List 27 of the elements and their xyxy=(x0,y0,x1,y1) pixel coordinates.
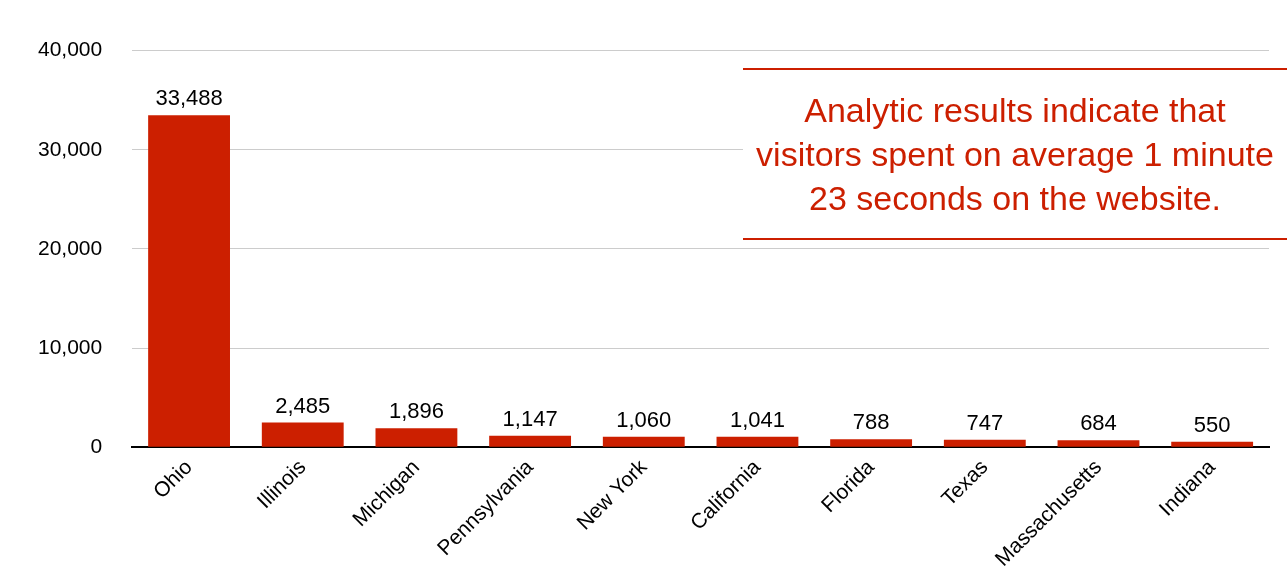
bar xyxy=(1057,440,1140,447)
bar xyxy=(602,436,685,447)
bar xyxy=(830,439,913,447)
data-label: 1,041 xyxy=(729,406,785,432)
data-label: 2,485 xyxy=(275,392,331,418)
y-tick-label: 30,000 xyxy=(38,136,103,160)
data-label: 550 xyxy=(1193,411,1231,437)
data-label: 747 xyxy=(966,409,1004,435)
y-tick-label: 20,000 xyxy=(38,235,103,259)
data-label: 1,060 xyxy=(616,406,672,432)
bar xyxy=(375,428,458,447)
bar xyxy=(261,422,344,447)
y-tick-label: 40,000 xyxy=(38,37,103,61)
bar xyxy=(489,435,572,447)
data-label: 684 xyxy=(1080,410,1117,436)
y-tick-label: 10,000 xyxy=(38,334,103,358)
bar xyxy=(943,439,1026,447)
data-label: 788 xyxy=(852,409,890,435)
data-label: 1,896 xyxy=(388,398,444,424)
data-label: 33,488 xyxy=(155,85,223,111)
bar xyxy=(716,436,799,447)
data-label: 1,147 xyxy=(502,405,558,431)
y-tick-label: 0 xyxy=(90,433,103,457)
x-tick-label: Ohio xyxy=(148,454,196,503)
bar xyxy=(1171,441,1254,447)
annotation: Analytic results indicate that visitors spent on average 1 minute 23 seconds on the website. xyxy=(743,70,1287,238)
bar xyxy=(148,115,230,447)
